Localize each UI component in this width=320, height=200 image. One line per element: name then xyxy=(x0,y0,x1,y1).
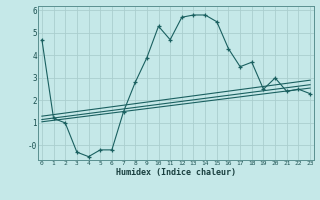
X-axis label: Humidex (Indice chaleur): Humidex (Indice chaleur) xyxy=(116,168,236,177)
